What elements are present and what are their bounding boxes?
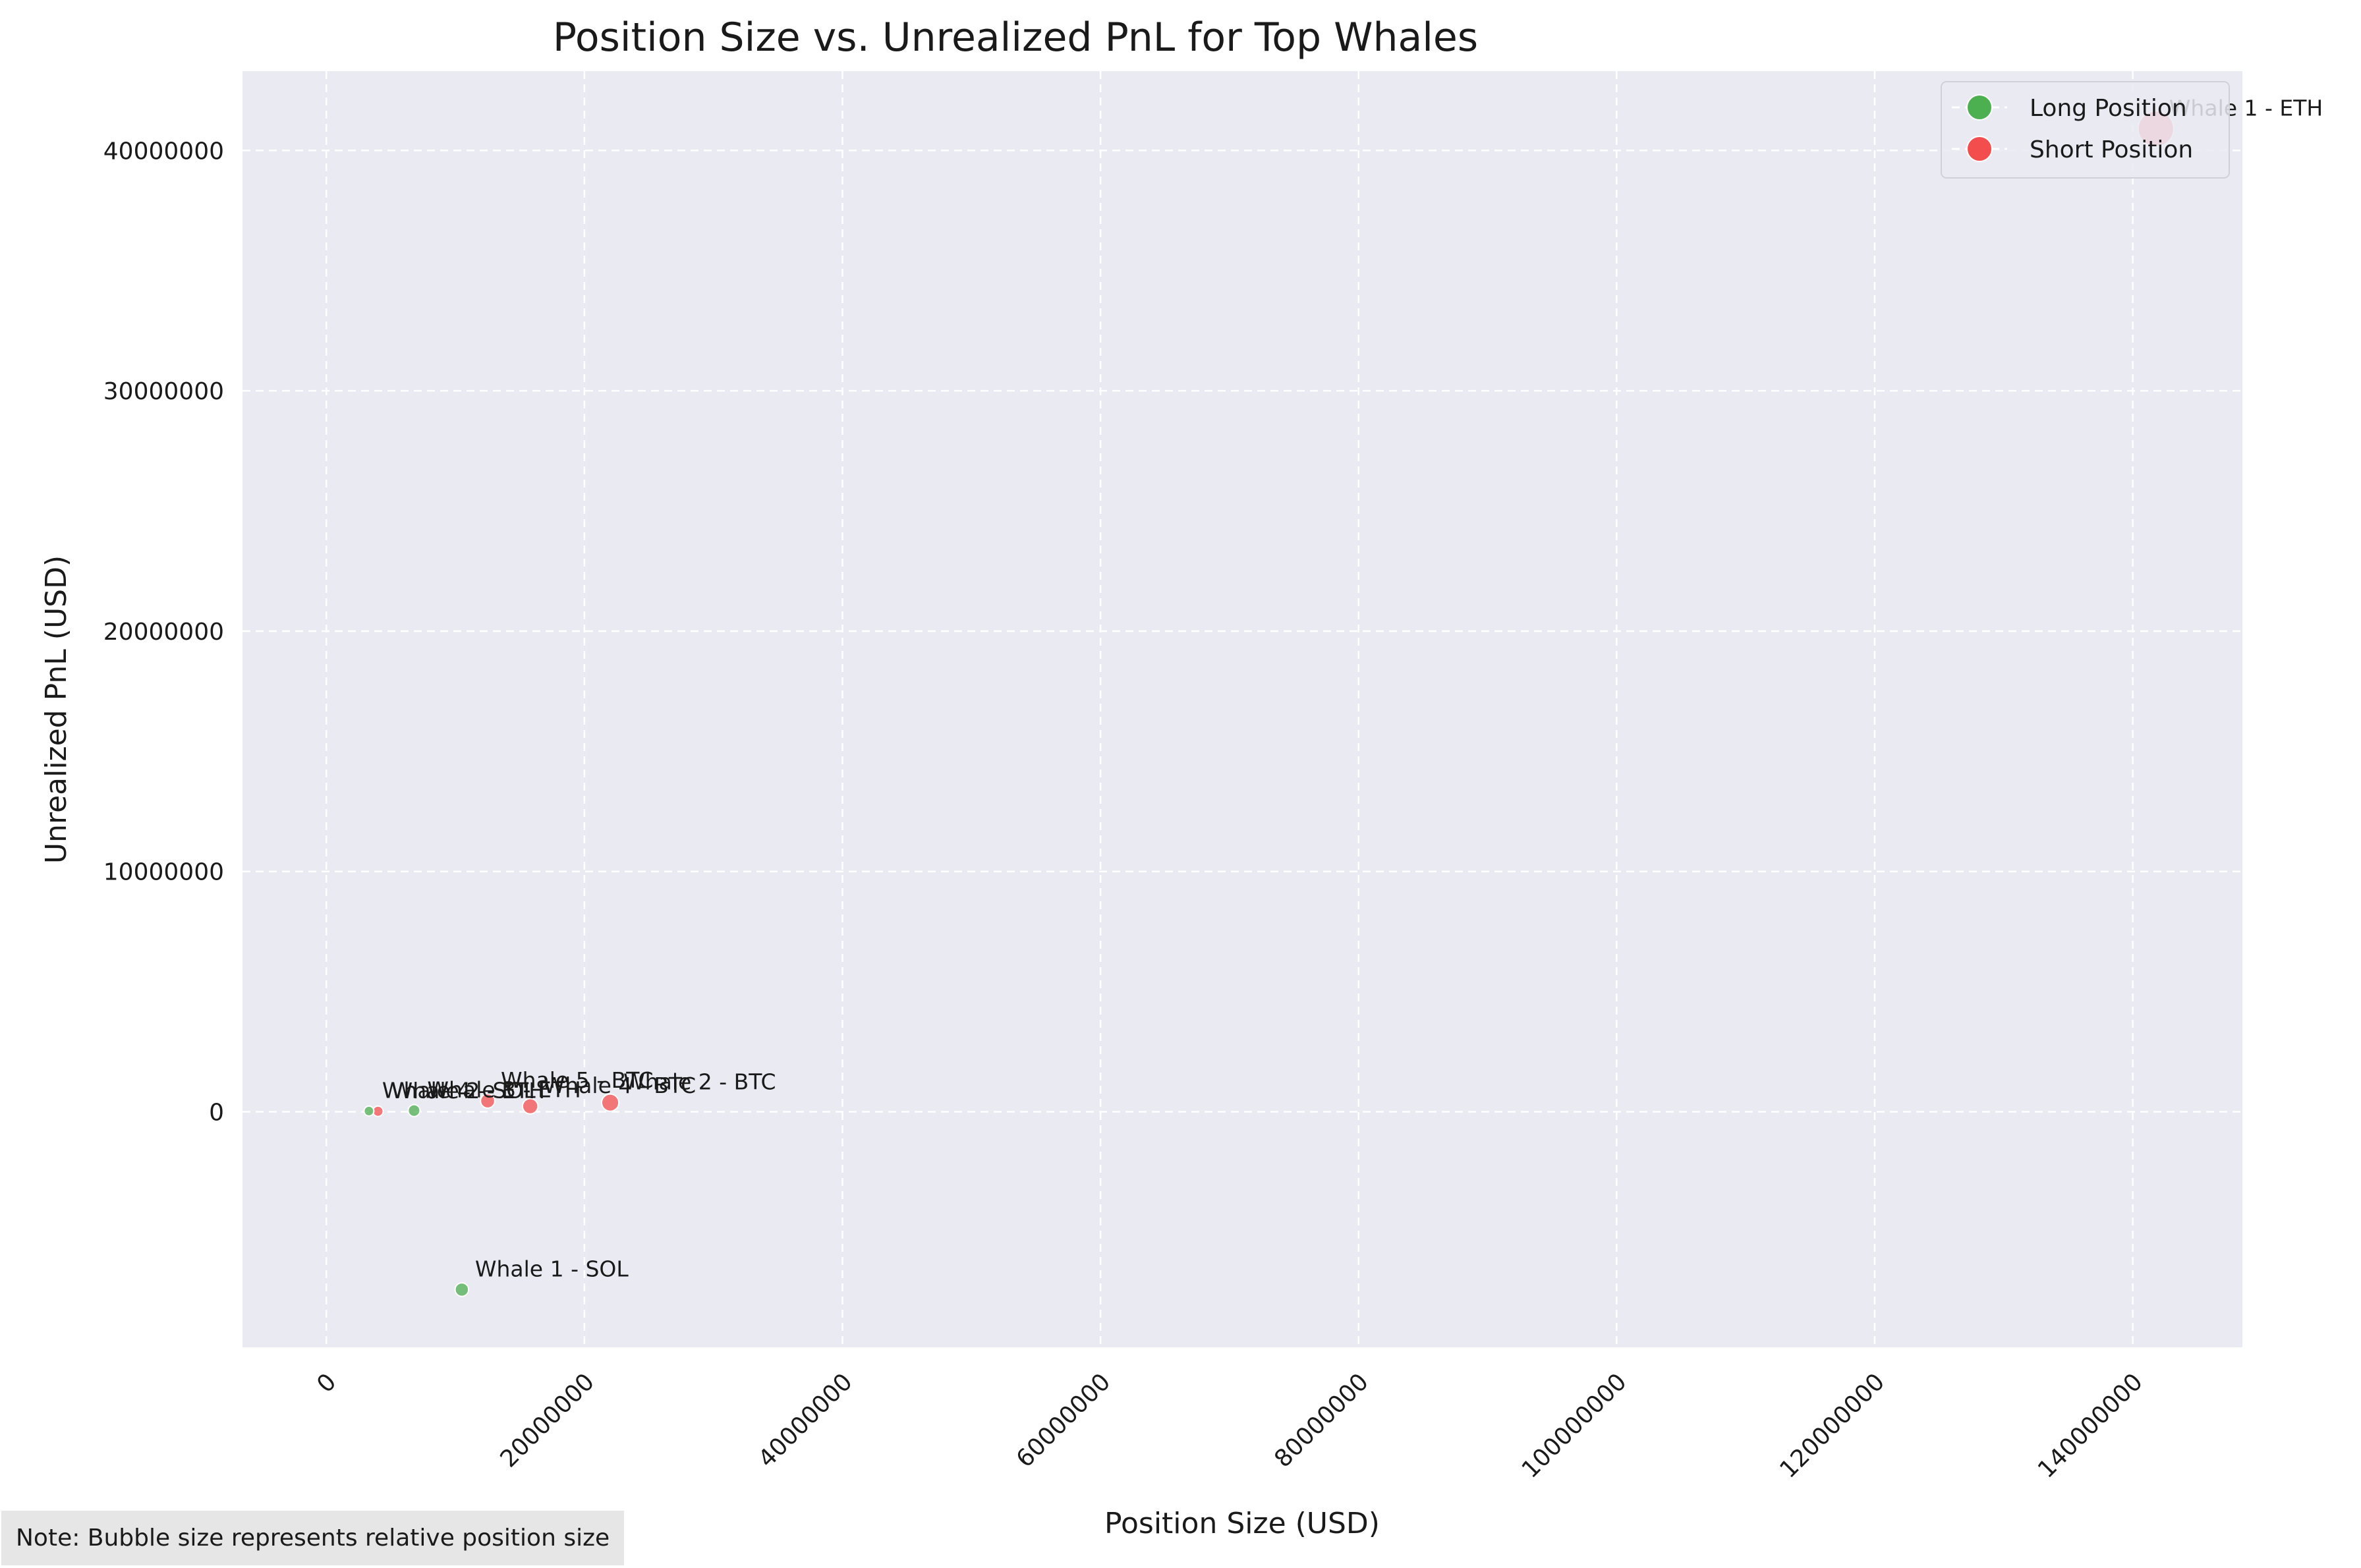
y-tick-label: 20000000 xyxy=(103,619,224,646)
data-point xyxy=(521,1098,539,1115)
y-tick-label: 10000000 xyxy=(103,859,224,886)
y-tick-label: 30000000 xyxy=(103,378,224,405)
x-tick-label: 80000000 xyxy=(1269,1368,1374,1473)
x-tick-label: 100000000 xyxy=(1517,1368,1632,1484)
legend-long-marker xyxy=(1966,94,1993,121)
data-point xyxy=(600,1093,620,1112)
chart-note: Note: Bubble size represents relative po… xyxy=(1,1511,625,1565)
x-tick-label: 40000000 xyxy=(753,1368,858,1473)
y-tick-label: 40000000 xyxy=(103,138,224,165)
legend-short-label: Short Position xyxy=(2030,136,2193,163)
point-label: Whale 2 - ETH xyxy=(391,1078,545,1104)
x-tick-label: 0 xyxy=(312,1368,341,1398)
data-point xyxy=(363,1105,375,1117)
x-tick-labels: 0 20000000 40000000 60000000 80000000 1000000… xyxy=(312,1368,2148,1484)
x-tick-label: 20000000 xyxy=(496,1368,600,1473)
legend-long-label: Long Position xyxy=(2030,95,2187,122)
grid-lines xyxy=(242,71,2242,1347)
x-tick-label: 120000000 xyxy=(1775,1368,1890,1484)
data-point xyxy=(480,1093,496,1109)
x-tick-label: 60000000 xyxy=(1011,1368,1116,1473)
y-axis-label: Unrealized PnL (USD) xyxy=(40,555,73,864)
chart-title: Position Size vs. Unrealized PnL for Top… xyxy=(553,14,1478,61)
y-tick-label: 0 xyxy=(209,1100,224,1127)
y-tick-labels: 0 10000000 20000000 30000000 40000000 xyxy=(103,138,224,1126)
point-label: Whale 1 - SOL xyxy=(475,1256,629,1281)
point-label: Whale 3 - ETH xyxy=(427,1077,581,1103)
plot-area xyxy=(242,71,2242,1347)
point-label: Whale 5 - BTC xyxy=(501,1067,654,1093)
point-label: Whale 4 - SOL xyxy=(382,1077,536,1103)
data-point xyxy=(454,1282,470,1297)
x-axis-label: Position Size (USD) xyxy=(1104,1507,1380,1540)
legend-box xyxy=(1941,81,2230,179)
data-point xyxy=(407,1104,421,1117)
point-label: Whale 2 - BTC xyxy=(623,1069,776,1095)
x-tick-label: 140000000 xyxy=(2033,1368,2148,1484)
legend: Long Position Short Position xyxy=(1941,81,2230,179)
point-label: Whale 4 - BTC xyxy=(544,1073,697,1098)
legend-short-marker xyxy=(1966,136,1993,162)
